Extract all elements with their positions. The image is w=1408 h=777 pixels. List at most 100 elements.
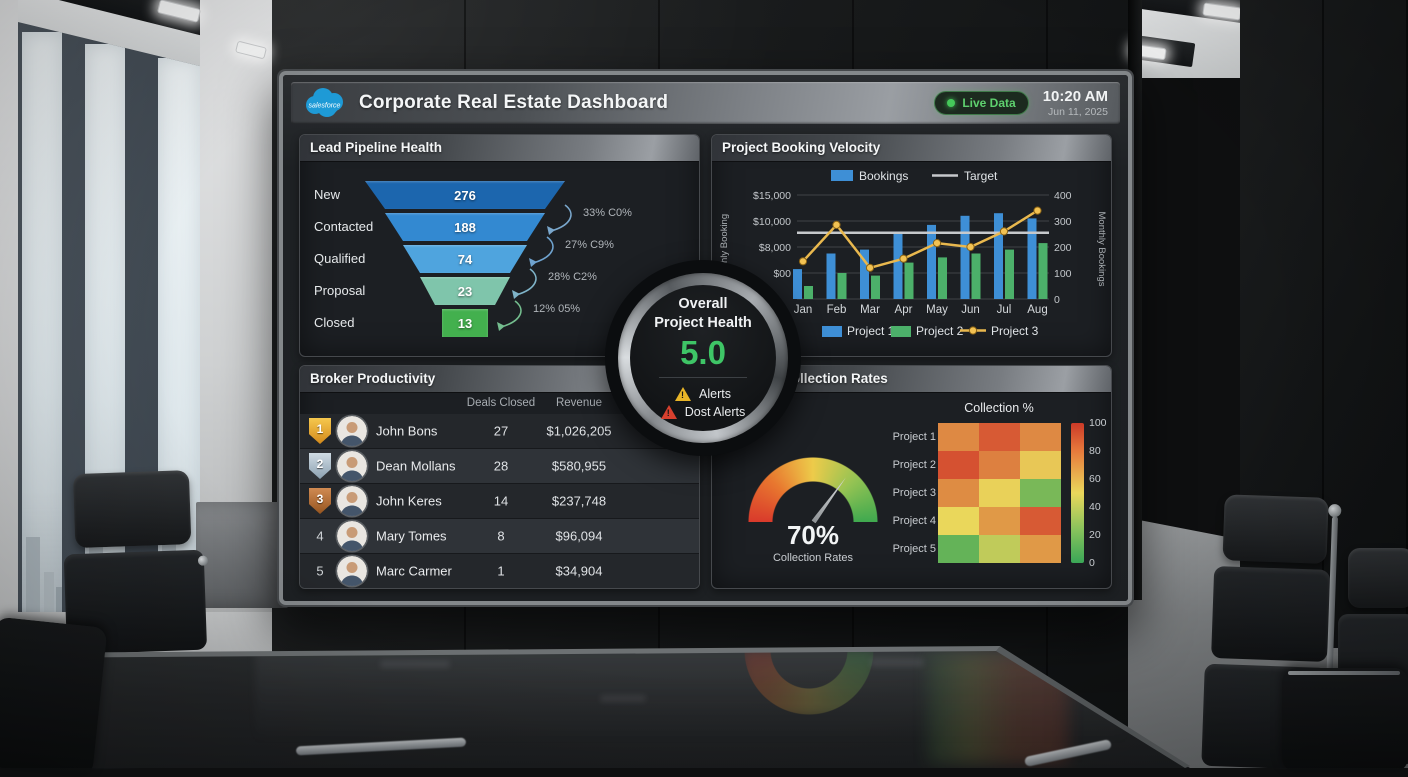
legend-swatch-project1	[822, 326, 842, 337]
colorbar-tick: 40	[1089, 501, 1101, 513]
table-row: 3 John Keres 14 $237,748	[300, 484, 699, 519]
rank-badge: 1	[309, 418, 331, 444]
panel-project-booking-velocity: Project Booking Velocity 400 300 200 100 0 $1…	[711, 134, 1112, 357]
bar-project1	[826, 253, 836, 299]
legend-swatch-project2	[891, 326, 911, 337]
panel-broker-productivity: Broker Productivity Deals Closed Revenue…	[299, 365, 700, 589]
avatar	[337, 556, 367, 586]
revenue-value: $237,748	[551, 493, 607, 509]
line-marker	[1033, 206, 1042, 215]
bar-project1	[994, 213, 1003, 299]
y-axis-right-tick: 100	[1054, 268, 1072, 280]
colorbar-tick: 60	[1089, 473, 1101, 485]
date: Jun 11, 2025	[1048, 105, 1108, 118]
gauge-label: Collection Rates	[772, 552, 854, 564]
broker-name: John Keres	[376, 493, 442, 509]
conversion-arrow	[532, 236, 554, 264]
x-axis-label: Jul	[997, 304, 1012, 316]
funnel-segment: 13	[442, 309, 488, 337]
line-marker	[865, 263, 875, 272]
line-marker	[899, 254, 908, 263]
funnel-conversion-arrows	[497, 204, 572, 331]
revenue-value: $1,026,205	[546, 423, 612, 439]
alert-row-critical: Dost Alerts	[660, 404, 745, 419]
legend-marker-project3	[968, 326, 978, 335]
column-header-revenue: Revenue	[555, 397, 603, 409]
heatmap-cell	[979, 451, 1020, 479]
health-title-line1: Overall	[678, 296, 728, 313]
bar-project1	[960, 215, 970, 299]
legend-label-bookings: Bookings	[859, 169, 908, 183]
conversion-arrow	[550, 204, 572, 232]
broker-name: Dean Mollans	[376, 458, 456, 474]
line-marker	[966, 242, 975, 252]
line-project3	[802, 209, 1039, 270]
heatmap-cell	[938, 451, 979, 479]
funnel-stage-label: Contacted	[314, 219, 374, 234]
heatmap-cell	[938, 535, 979, 563]
alert-row-warning: Alerts	[675, 386, 731, 401]
funnel-stage-label: Closed	[314, 315, 355, 330]
funnel-segment: 74	[403, 245, 527, 273]
colorbar-tick: 20	[1089, 529, 1101, 541]
cabinet	[196, 502, 288, 608]
heatmap-cell	[979, 479, 1020, 507]
funnel-stage-value: 276	[454, 187, 476, 203]
table-reflection	[380, 660, 450, 668]
bar-project2	[938, 257, 947, 299]
heatmap-cell	[979, 535, 1020, 563]
live-data-badge[interactable]: Live Data	[934, 91, 1029, 115]
heatmap-cell	[979, 423, 1020, 451]
heatmap-cell	[1020, 479, 1061, 507]
y-axis-right-tick: 0	[1054, 294, 1060, 306]
line-marker	[832, 220, 841, 230]
heatmap-row-label: Project 2	[892, 459, 936, 471]
avatar	[337, 451, 367, 481]
funnel-chart: New 276 Contacted 188 Qualified 74 Proposal 23 C…	[300, 161, 699, 356]
window-pane	[22, 32, 62, 632]
heatmap-row-label: Project 3	[892, 487, 936, 499]
revenue-value: $96,094	[555, 528, 603, 544]
colorbar-tick: 0	[1089, 557, 1095, 569]
avatar	[337, 521, 367, 551]
conversion-arrow	[500, 300, 522, 328]
panel-title: Project Booking Velocity	[712, 135, 1111, 162]
panel-payment-collection-rates: Payment Collection Rates 70% Collection …	[711, 365, 1112, 589]
health-score: 5.0	[680, 333, 726, 371]
dashboard-screen: salesforce Corporate Real Estate Dashboa…	[283, 75, 1128, 601]
revenue-value: $34,904	[555, 563, 603, 579]
line-marker	[798, 257, 808, 266]
funnel-stage-label: Qualified	[314, 251, 366, 266]
table-reflection	[870, 658, 924, 667]
dashboard-header: salesforce Corporate Real Estate Dashboa…	[291, 82, 1120, 124]
bar-project2	[1005, 249, 1014, 299]
panel-title: Lead Pipeline Health	[300, 135, 699, 162]
bar-project2	[904, 262, 914, 299]
health-ring-content: Overall Project Health 5.0 Alerts Dost A…	[630, 285, 776, 431]
broker-name: Mary Tomes	[376, 528, 447, 544]
heatmap-cell	[1020, 535, 1061, 563]
wall-edge	[1128, 0, 1142, 600]
live-status-dot	[947, 99, 956, 107]
gauge-value: 70%	[786, 520, 840, 550]
bar-project1	[927, 224, 936, 299]
deals-closed-value: 28	[493, 458, 509, 474]
funnel-conversion-label: 27% C9%	[565, 239, 614, 251]
svg-text:salesforce: salesforce	[309, 103, 341, 110]
table-row: 4 Mary Tomes 8 $96,094	[300, 519, 699, 554]
rank-badge: 5	[316, 563, 324, 579]
rank-badge: 4	[316, 528, 324, 544]
x-axis-label: May	[926, 304, 948, 316]
divider	[659, 376, 747, 378]
heatmap-row-label: Project 4	[892, 515, 936, 527]
legend-label-project1: Project 1	[847, 324, 895, 338]
funnel-stage-value: 74	[457, 251, 473, 267]
heatmap-cell	[1020, 451, 1061, 479]
legend-label-project3: Project 3	[991, 324, 1039, 338]
funnel-stage-label: Proposal	[314, 283, 366, 298]
broker-name: Marc Carmer	[376, 563, 452, 579]
avatar	[337, 486, 367, 516]
x-axis-label: Jan	[794, 304, 813, 316]
funnel-segment: 23	[420, 277, 510, 305]
broker-table: Deals Closed Revenue 1 John Bons 27 $1,026,…	[300, 392, 699, 588]
